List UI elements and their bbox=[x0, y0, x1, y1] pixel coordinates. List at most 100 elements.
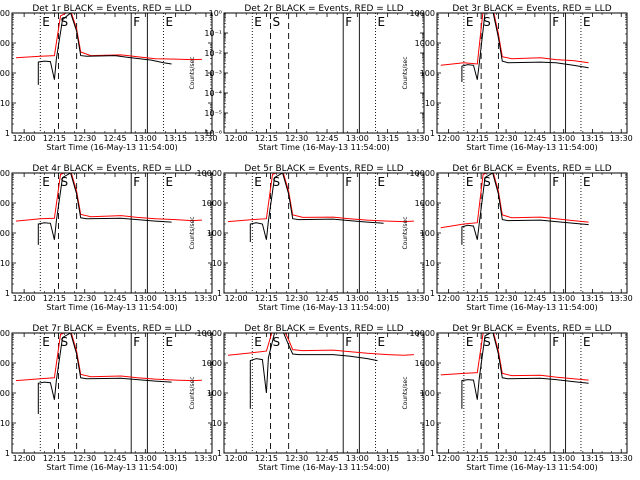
x-tick-label: 12:15 bbox=[466, 134, 489, 143]
x-axis-label: Start Time (16-May-13 11:54:00) bbox=[258, 143, 389, 152]
y-tick-label: 100 bbox=[207, 229, 222, 238]
plot-frame bbox=[223, 12, 425, 134]
plot-frame bbox=[436, 172, 628, 294]
plot-title: Det 8r BLACK = Events, RED = LLD bbox=[244, 324, 403, 334]
lld-series-line bbox=[440, 13, 589, 66]
y-tick-label: 1 bbox=[5, 449, 10, 458]
event-marker-label: F bbox=[133, 335, 140, 349]
y-tick-label: 1000 bbox=[415, 359, 435, 368]
x-axis-label: Start Time (16-May-13 11:54:00) bbox=[466, 143, 597, 152]
x-tick-label: 13:15 bbox=[164, 134, 187, 143]
events-series-line bbox=[461, 13, 589, 82]
y-tick-label: 10 bbox=[212, 259, 222, 268]
detector-plot-9: Det 9r BLACK = Events, RED = LLD Counts/s… bbox=[402, 324, 633, 472]
x-tick-label: 13:15 bbox=[376, 134, 399, 143]
events-series-line bbox=[461, 333, 589, 409]
x-tick-label: 13:15 bbox=[376, 294, 399, 303]
y-tick-label: 10000 bbox=[0, 329, 10, 338]
y-tick-label: 10000 bbox=[0, 169, 10, 178]
x-tick-label: 12:30 bbox=[495, 134, 518, 143]
event-marker-label: E bbox=[583, 15, 591, 29]
x-tick-label: 13:15 bbox=[581, 134, 604, 143]
event-marker-label: E bbox=[378, 15, 386, 29]
x-tick-label: 12:45 bbox=[523, 134, 546, 143]
y-tick-label: 1000 bbox=[202, 199, 222, 208]
y-tick-label: 10000 bbox=[197, 329, 222, 338]
x-tick-label: 12:30 bbox=[73, 294, 96, 303]
event-marker-label: E bbox=[42, 15, 50, 29]
x-tick-label: 12:15 bbox=[466, 294, 489, 303]
x-tick-label: 12:30 bbox=[73, 454, 96, 463]
y-tick-label: 1 bbox=[430, 449, 435, 458]
y-tick-label: 1 bbox=[217, 289, 222, 298]
plot-frame bbox=[223, 332, 425, 454]
x-tick-label: 13:00 bbox=[552, 134, 575, 143]
y-tick-label: 10⁰ bbox=[209, 9, 222, 18]
plot-frame bbox=[436, 332, 628, 454]
x-tick-label: 13:30 bbox=[406, 294, 429, 303]
y-tick-label: 1 bbox=[5, 289, 10, 298]
event-marker-label: E bbox=[378, 175, 386, 189]
x-tick-label: 12:00 bbox=[13, 294, 36, 303]
x-tick-label: 13:00 bbox=[552, 294, 575, 303]
x-tick-label: 13:30 bbox=[610, 294, 633, 303]
event-marker-label: E bbox=[583, 335, 591, 349]
x-tick-label: 13:15 bbox=[581, 454, 604, 463]
x-tick-label: 13:30 bbox=[194, 454, 217, 463]
x-tick-label: 12:30 bbox=[285, 294, 308, 303]
lld-series-line bbox=[440, 173, 589, 229]
x-tick-label: 13:00 bbox=[134, 294, 157, 303]
event-marker-label: S bbox=[272, 15, 280, 29]
event-marker-label: F bbox=[345, 15, 352, 29]
event-marker-label: F bbox=[345, 335, 352, 349]
x-tick-label: 12:00 bbox=[13, 134, 36, 143]
y-tick-label: 10000 bbox=[0, 9, 10, 18]
lld-series-line bbox=[227, 173, 414, 223]
x-tick-label: 13:30 bbox=[406, 134, 429, 143]
plot-title: Det 7r BLACK = Events, RED = LLD bbox=[32, 324, 191, 334]
x-tick-label: 12:00 bbox=[437, 294, 460, 303]
detector-plot-1: Det 1r BLACK = Events, RED = LLD Counts/s… bbox=[0, 4, 217, 152]
y-axis-label: Counts/sec bbox=[189, 56, 196, 89]
lld-series-line bbox=[440, 333, 589, 381]
event-marker-label: E bbox=[254, 175, 262, 189]
event-marker-label: S bbox=[483, 175, 491, 189]
x-tick-label: 12:00 bbox=[225, 294, 248, 303]
y-tick-label: 100 bbox=[0, 69, 10, 78]
y-tick-label: 100 bbox=[420, 229, 435, 238]
event-marker-label: F bbox=[552, 335, 559, 349]
y-tick-label: 100 bbox=[0, 389, 10, 398]
x-tick-label: 13:30 bbox=[610, 134, 633, 143]
x-tick-label: 12:45 bbox=[103, 294, 126, 303]
y-tick-label: 10⁻³ bbox=[204, 69, 222, 78]
detector-plot-2: Det 2r BLACK = Events, RED = LLD Counts/s… bbox=[189, 4, 429, 152]
x-tick-label: 13:30 bbox=[610, 454, 633, 463]
x-tick-label: 13:00 bbox=[346, 294, 369, 303]
y-axis-label: Counts/sec bbox=[189, 376, 196, 409]
y-tick-label: 1 bbox=[430, 129, 435, 138]
detector-plot-3: Det 3r BLACK = Events, RED = LLD Counts/s… bbox=[402, 4, 633, 152]
x-tick-label: 12:00 bbox=[225, 134, 248, 143]
plot-title: Det 5r BLACK = Events, RED = LLD bbox=[244, 164, 403, 174]
event-marker-label: S bbox=[483, 335, 491, 349]
event-marker-label: E bbox=[166, 15, 174, 29]
x-tick-label: 12:45 bbox=[523, 454, 546, 463]
y-tick-label: 10 bbox=[425, 259, 435, 268]
y-tick-label: 10⁻⁴ bbox=[204, 89, 222, 98]
event-marker-label: S bbox=[272, 175, 280, 189]
x-tick-label: 12:30 bbox=[495, 294, 518, 303]
x-axis-label: Start Time (16-May-13 11:54:00) bbox=[46, 303, 177, 312]
plot-frame bbox=[436, 12, 628, 134]
y-tick-label: 10⁻⁶ bbox=[204, 129, 222, 138]
event-marker-label: F bbox=[552, 175, 559, 189]
event-marker-label: F bbox=[133, 15, 140, 29]
x-tick-label: 12:45 bbox=[523, 294, 546, 303]
x-tick-label: 12:45 bbox=[315, 134, 338, 143]
x-axis-label: Start Time (16-May-13 11:54:00) bbox=[258, 303, 389, 312]
y-tick-label: 100 bbox=[0, 229, 10, 238]
event-marker-label: E bbox=[42, 175, 50, 189]
y-tick-label: 1000 bbox=[0, 359, 10, 368]
x-axis-label: Start Time (16-May-13 11:54:00) bbox=[46, 463, 177, 472]
events-series-line bbox=[461, 173, 589, 245]
